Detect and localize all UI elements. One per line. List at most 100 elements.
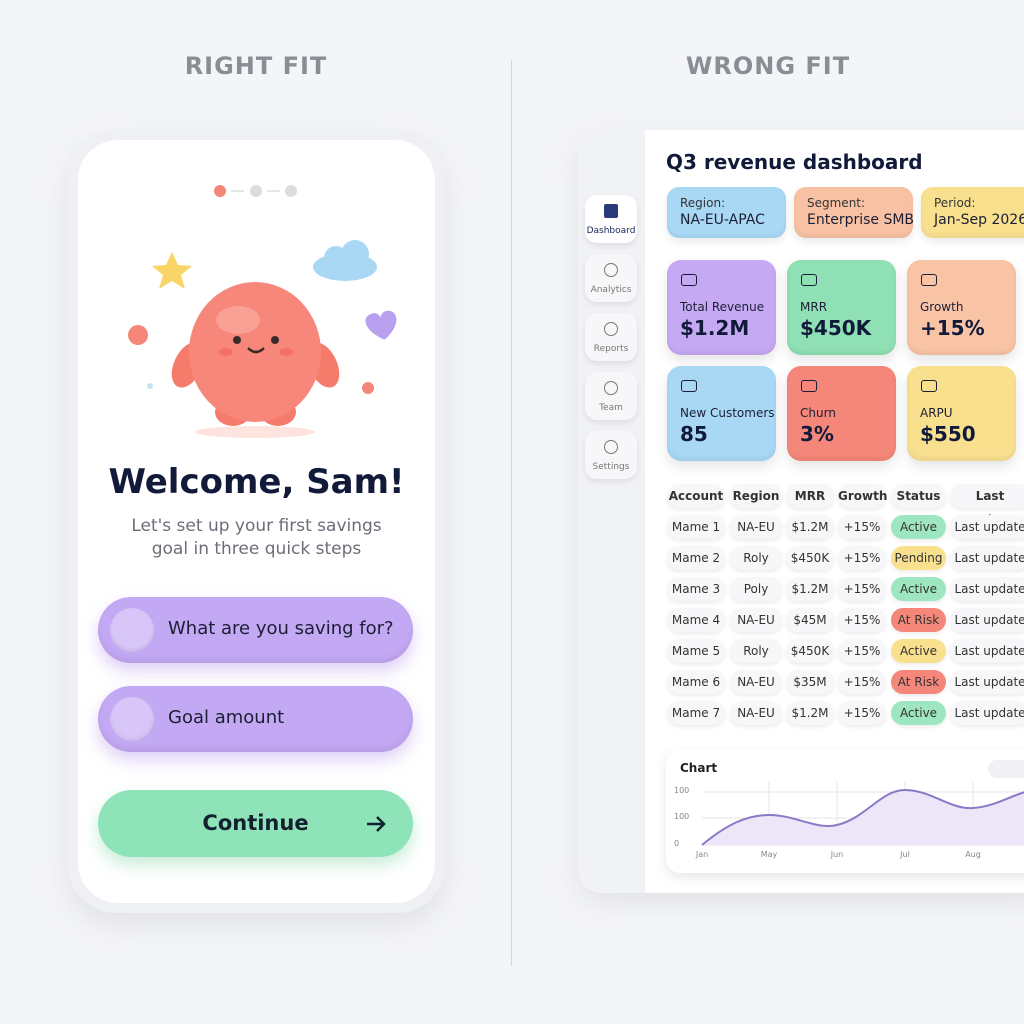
sidebar bbox=[578, 130, 645, 893]
filter-chip[interactable]: Region: NA-EU-APAC bbox=[667, 187, 786, 238]
table-cell: +15% bbox=[838, 515, 886, 539]
kpi-card: Growth +15% bbox=[907, 260, 1016, 355]
kpi-card: ARPU $550 bbox=[907, 366, 1016, 461]
table-header: Status bbox=[891, 484, 946, 508]
nav-label: Team bbox=[599, 403, 623, 413]
nav-label: Dashboard bbox=[586, 226, 636, 236]
chart-card: Chart 100 100 0 Jan May Jun Jul Aug bbox=[666, 750, 1024, 873]
table-cell: $1.2M bbox=[786, 515, 834, 539]
option-icon bbox=[110, 608, 154, 652]
table-cell: +15% bbox=[838, 670, 886, 694]
option-icon bbox=[110, 697, 154, 741]
section-label: WRONG FIT bbox=[685, 52, 851, 80]
kpi-icon bbox=[681, 274, 697, 286]
x-axis-label: Jan bbox=[695, 850, 709, 859]
table-cell: $450K bbox=[786, 546, 834, 570]
table-cell: Mame 5 bbox=[667, 639, 725, 663]
status-badge: Active bbox=[891, 701, 946, 725]
table-cell: Last update bbox=[950, 515, 1024, 539]
table-header: Last update bbox=[950, 484, 1024, 527]
option-label: Goal amount bbox=[168, 707, 285, 728]
kpi-label: MRR bbox=[800, 300, 828, 314]
kpi-card: New Customers 85 bbox=[667, 366, 776, 461]
kpi-label: ARPU bbox=[920, 406, 953, 420]
filter-value: Jan-Sep 2026 bbox=[934, 212, 1024, 228]
table-cell: Last update bbox=[950, 701, 1024, 725]
table-cell: NA-EU bbox=[730, 515, 782, 539]
table-cell: Last update bbox=[950, 639, 1024, 663]
table-cell: +15% bbox=[838, 608, 886, 632]
kpi-label: Total Revenue bbox=[680, 300, 765, 314]
kpi-value: 85 bbox=[680, 422, 708, 446]
kpi-label: New Customers bbox=[680, 406, 775, 420]
status-badge: Active bbox=[891, 639, 946, 663]
nav-item[interactable]: Team bbox=[585, 372, 637, 420]
table-cell: Mame 2 bbox=[667, 546, 725, 570]
nav-icon bbox=[604, 440, 618, 454]
status-badge: Pending bbox=[891, 546, 946, 570]
y-axis-label: 0 bbox=[674, 839, 680, 848]
nav-icon bbox=[604, 204, 618, 218]
kpi-value: $450K bbox=[800, 316, 872, 340]
nav-item[interactable]: Settings bbox=[585, 431, 637, 479]
table-header: Region bbox=[730, 484, 782, 508]
nav-label: Settings bbox=[592, 462, 630, 472]
nav-label: Analytics bbox=[590, 285, 632, 295]
filter-label: Region: bbox=[680, 196, 726, 210]
kpi-value: +15% bbox=[920, 316, 985, 340]
nav-item[interactable]: Reports bbox=[585, 313, 637, 361]
option-button[interactable]: What are you saving for? bbox=[98, 597, 413, 663]
nav-item[interactable]: Analytics bbox=[585, 254, 637, 302]
kpi-value: $1.2M bbox=[680, 316, 750, 340]
table-cell: +15% bbox=[838, 577, 886, 601]
filter-value: Enterprise SMB bbox=[807, 212, 915, 228]
table-cell: Poly bbox=[730, 577, 782, 601]
kpi-card: Churn 3% bbox=[787, 366, 896, 461]
filter-label: Segment: bbox=[807, 196, 866, 210]
subtitle-line: Let's set up your first savings bbox=[131, 516, 382, 536]
nav-label: Reports bbox=[593, 344, 629, 354]
table-cell: Mame 1 bbox=[667, 515, 725, 539]
button-label: Continue bbox=[202, 811, 309, 835]
table-cell: Mame 3 bbox=[667, 577, 725, 601]
kpi-card: MRR $450K bbox=[787, 260, 896, 355]
section-label: RIGHT FIT bbox=[184, 52, 328, 80]
filter-chip[interactable]: Segment: Enterprise SMB bbox=[794, 187, 915, 238]
legend-chip bbox=[988, 760, 1024, 778]
filter-chip[interactable]: Period: Jan-Sep 2026 bbox=[921, 187, 1024, 238]
option-label: What are you saving for? bbox=[168, 618, 394, 639]
table-cell: $35M bbox=[786, 670, 834, 694]
nav-item[interactable]: Dashboard bbox=[585, 195, 637, 243]
subtitle-line: goal in three quick steps bbox=[151, 539, 362, 559]
table-cell: NA-EU bbox=[730, 608, 782, 632]
table-cell: Mame 7 bbox=[667, 701, 725, 725]
x-axis-label: Jun bbox=[830, 850, 844, 859]
status-badge: Active bbox=[891, 577, 946, 601]
welcome-title: Welcome, Sam! bbox=[108, 462, 405, 502]
table-cell: Last update bbox=[950, 670, 1024, 694]
kpi-icon bbox=[801, 274, 817, 286]
table-cell: +15% bbox=[838, 639, 886, 663]
nav-icon bbox=[604, 381, 618, 395]
status-badge: At Risk bbox=[891, 608, 946, 632]
table-cell: Last update bbox=[950, 546, 1024, 570]
table-cell: +15% bbox=[838, 701, 886, 725]
table-cell: $45M bbox=[786, 608, 834, 632]
option-button[interactable]: Goal amount bbox=[98, 686, 413, 752]
chart-title: Chart bbox=[680, 761, 718, 775]
table-header: Growth bbox=[838, 484, 887, 508]
table-cell: Last update bbox=[950, 577, 1024, 601]
filter-label: Period: bbox=[934, 196, 976, 210]
kpi-icon bbox=[921, 274, 937, 286]
chart-plot bbox=[701, 782, 1024, 846]
arrow-icon bbox=[367, 816, 386, 832]
status-badge: At Risk bbox=[891, 670, 946, 694]
table-cell: NA-EU bbox=[730, 670, 782, 694]
table-cell: Mame 4 bbox=[667, 608, 725, 632]
x-axis-label: Jul bbox=[900, 850, 910, 859]
divider bbox=[511, 60, 512, 966]
continue-button[interactable]: Continue bbox=[98, 790, 413, 857]
table-header: MRR bbox=[786, 484, 834, 508]
x-axis-label: May bbox=[760, 850, 778, 859]
